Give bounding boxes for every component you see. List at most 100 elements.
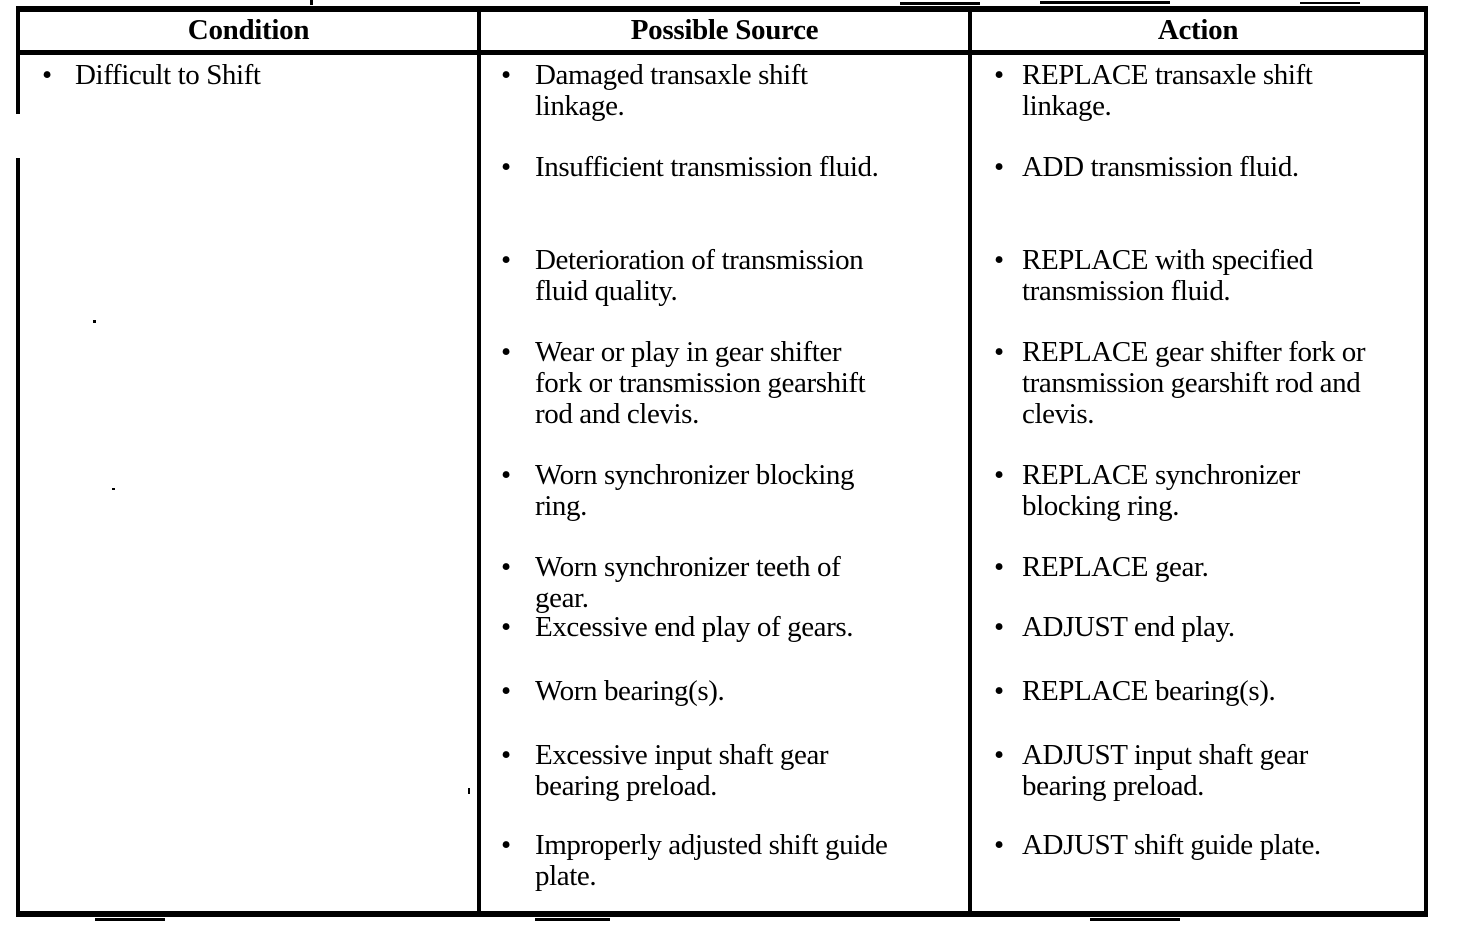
action-item: • REPLACE synchronizer blocking ring. [972, 460, 1424, 522]
bullet-icon: • [994, 611, 1005, 643]
action-item: • REPLACE transaxle shift linkage. [972, 60, 1424, 122]
table-row: • Worn synchronizer blocking ring. • REP… [20, 460, 1424, 522]
action-text: REPLACE bearing(s). [1022, 675, 1276, 707]
scan-border-gap [15, 114, 21, 158]
scan-speck [1300, 2, 1360, 4]
source-cell: • Worn bearing(s). [481, 676, 972, 707]
source-text: Wear or play in gear shifter fork or tra… [535, 336, 866, 430]
source-cell: • Insufficient transmission fluid. [481, 152, 972, 183]
source-item: • Worn synchronizer blocking ring. [481, 460, 972, 522]
table-row: • Excessive end play of gears. • ADJUST … [20, 612, 1424, 643]
bullet-icon: • [994, 675, 1005, 707]
table-header-row: Condition Possible Source Action [20, 12, 1424, 55]
action-text: REPLACE transaxle shift linkage. [1022, 59, 1313, 122]
source-text: Excessive input shaft gear bearing prelo… [535, 739, 829, 802]
scan-speck [712, 627, 715, 630]
bullet-icon: • [994, 459, 1005, 491]
source-cell: • Wear or play in gear shifter fork or t… [481, 337, 972, 430]
action-item: • REPLACE with specified transmission fl… [972, 245, 1424, 307]
bullet-icon: • [501, 59, 512, 91]
source-item: • Improperly adjusted shift guide plate. [481, 830, 972, 892]
action-item: • REPLACE bearing(s). [972, 676, 1424, 707]
condition-text: Difficult to Shift [75, 59, 261, 91]
action-item: • ADD transmission fluid. [972, 152, 1424, 183]
bullet-icon: • [501, 675, 512, 707]
source-cell: • Improperly adjusted shift guide plate. [481, 830, 972, 892]
action-text: REPLACE synchronizer blocking ring. [1022, 459, 1300, 522]
source-text: Worn bearing(s). [535, 675, 725, 707]
source-text: Insufficient transmission fluid. [535, 151, 879, 183]
action-cell: • REPLACE transaxle shift linkage. [972, 60, 1424, 122]
scan-speck [535, 918, 610, 921]
table-row: • Worn synchronizer teeth of gear. • REP… [20, 552, 1424, 614]
action-cell: • ADJUST end play. [972, 612, 1424, 643]
action-cell: • REPLACE with specified transmission fl… [972, 245, 1424, 307]
action-cell: • REPLACE gear shifter fork or transmiss… [972, 337, 1424, 430]
source-item: • Excessive end play of gears. [481, 612, 972, 643]
source-item: • Worn bearing(s). [481, 676, 972, 707]
source-cell: • Damaged transaxle shift linkage. [481, 60, 972, 122]
source-item: • Worn synchronizer teeth of gear. [481, 552, 972, 614]
action-text: ADJUST shift guide plate. [1022, 829, 1321, 861]
scan-speck [93, 320, 96, 323]
bullet-icon: • [994, 551, 1005, 583]
bullet-icon: • [501, 551, 512, 583]
bullet-icon: • [501, 459, 512, 491]
table-body: • Difficult to Shift • Damaged transaxle… [20, 55, 1424, 911]
source-text: Excessive end play of gears. [535, 611, 854, 643]
action-item: • ADJUST shift guide plate. [972, 830, 1424, 861]
condition-item: • Difficult to Shift [20, 60, 481, 91]
action-text: ADJUST end play. [1022, 611, 1235, 643]
source-text: Improperly adjusted shift guide plate. [535, 829, 888, 892]
source-text: Worn synchronizer teeth of gear. [535, 551, 841, 614]
bullet-icon: • [501, 244, 512, 276]
action-text: REPLACE gear. [1022, 551, 1209, 583]
bullet-icon: • [994, 151, 1005, 183]
action-cell: • ADD transmission fluid. [972, 152, 1424, 183]
condition-cell: • Difficult to Shift [20, 60, 481, 91]
source-cell: • Worn synchronizer blocking ring. [481, 460, 972, 522]
bullet-icon: • [994, 244, 1005, 276]
source-cell: • Deterioration of transmission fluid qu… [481, 245, 972, 307]
column-divider [477, 55, 481, 911]
column-divider [968, 55, 972, 911]
table-row: • Improperly adjusted shift guide plate.… [20, 830, 1424, 892]
action-cell: • REPLACE synchronizer blocking ring. [972, 460, 1424, 522]
column-header-action: Action [1157, 14, 1239, 46]
scan-speck [1040, 1, 1170, 4]
table-row: • Wear or play in gear shifter fork or t… [20, 337, 1424, 430]
source-text: Damaged transaxle shift linkage. [535, 59, 808, 122]
source-item: • Excessive input shaft gear bearing pre… [481, 740, 972, 802]
source-item: • Damaged transaxle shift linkage. [481, 60, 972, 122]
scan-speck [112, 488, 115, 490]
troubleshooting-table: Condition Possible Source Action • Diffi… [16, 6, 1428, 917]
action-item: • REPLACE gear. [972, 552, 1424, 583]
source-text: Deterioration of transmission fluid qual… [535, 244, 864, 307]
action-text: ADJUST input shaft gear bearing preload. [1022, 739, 1308, 802]
scan-speck [95, 918, 165, 921]
action-item: • REPLACE gear shifter fork or transmiss… [972, 337, 1424, 430]
table-row: • Excessive input shaft gear bearing pre… [20, 740, 1424, 802]
scan-speck [310, 0, 313, 5]
bullet-icon: • [501, 829, 512, 861]
bullet-icon: • [42, 59, 53, 91]
source-cell: • Excessive end play of gears. [481, 612, 972, 643]
source-cell: • Worn synchronizer teeth of gear. [481, 552, 972, 614]
scan-speck [468, 788, 470, 794]
bullet-icon: • [994, 739, 1005, 771]
bullet-icon: • [501, 336, 512, 368]
scan-speck [1090, 918, 1180, 921]
bullet-icon: • [994, 59, 1005, 91]
bullet-icon: • [501, 739, 512, 771]
table-row: • Difficult to Shift • Damaged transaxle… [20, 60, 1424, 122]
bullet-icon: • [994, 336, 1005, 368]
action-cell: • ADJUST input shaft gear bearing preloa… [972, 740, 1424, 802]
bullet-icon: • [501, 611, 512, 643]
action-text: REPLACE gear shifter fork or transmissio… [1022, 336, 1366, 430]
bullet-icon: • [994, 829, 1005, 861]
table-row: • Worn bearing(s). • REPLACE bearing(s). [20, 676, 1424, 707]
bullet-icon: • [501, 151, 512, 183]
source-item: • Insufficient transmission fluid. [481, 152, 972, 183]
table-row: • Deterioration of transmission fluid qu… [20, 245, 1424, 307]
